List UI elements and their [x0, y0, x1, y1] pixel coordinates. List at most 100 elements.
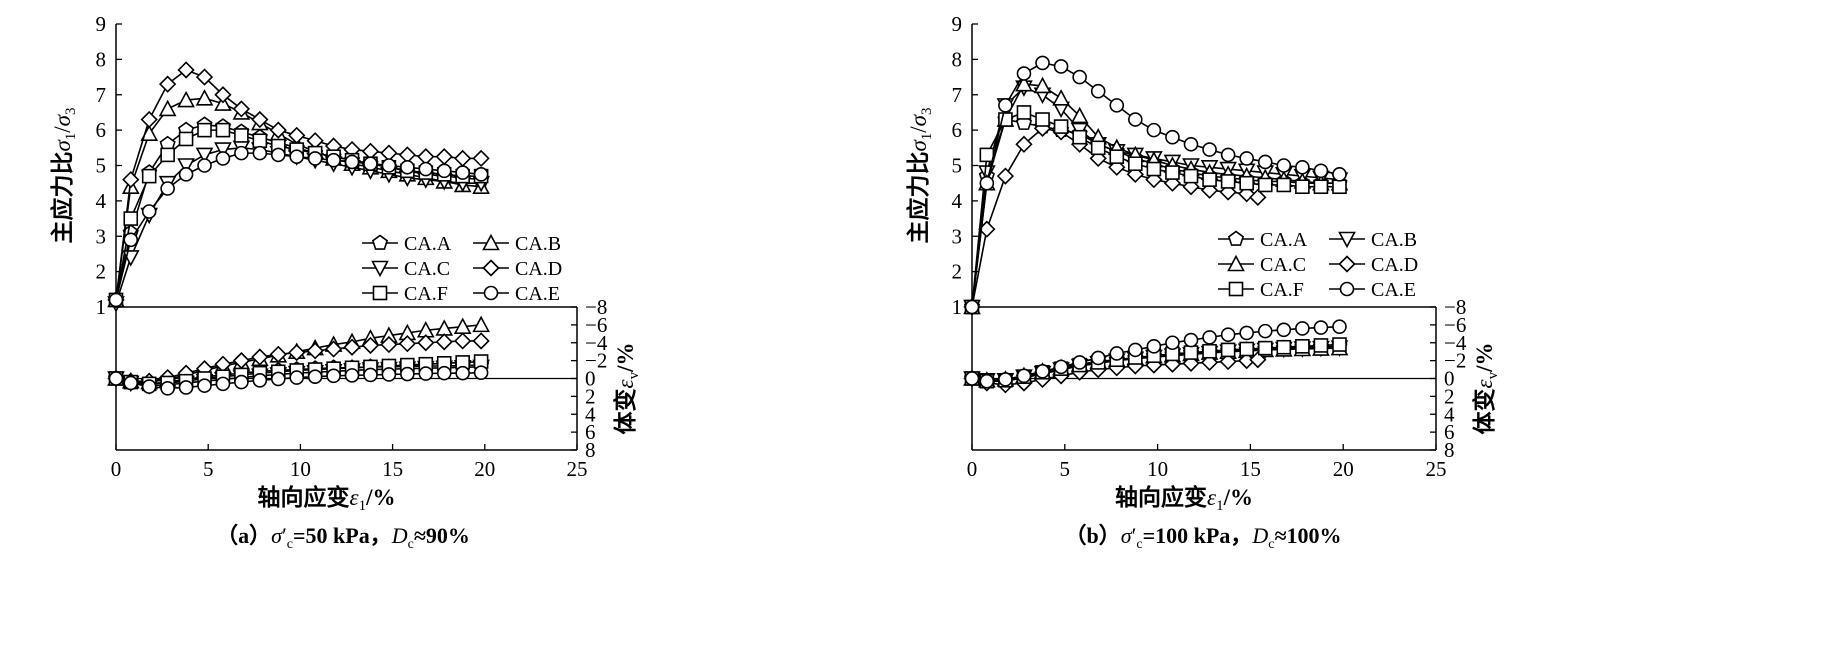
data-point-volume: [1257, 323, 1273, 339]
data-point-volume: [361, 336, 380, 355]
data-point-volume: [1202, 343, 1217, 359]
y-tick-label: 6: [96, 118, 107, 142]
y-tick-label: 7: [96, 83, 107, 107]
data-point-stress: [1332, 179, 1347, 195]
data-point-stress: [344, 154, 360, 170]
text-part: D: [1251, 523, 1268, 548]
text-part: ε: [613, 378, 638, 388]
data-point-volume: [454, 332, 472, 350]
y2-tick-label: −2: [585, 349, 607, 373]
data-point-volume: [1053, 359, 1069, 375]
data-point-volume: [1332, 337, 1347, 352]
data-point-volume: [344, 368, 360, 383]
legend-label: CA.F: [1260, 279, 1304, 301]
data-point-volume: [269, 345, 287, 364]
data-point-stress: [232, 100, 251, 118]
data-point-stress: [1249, 188, 1267, 206]
x-tick-label: 25: [567, 457, 588, 481]
data-point-volume: [1016, 368, 1032, 384]
data-point-stress: [141, 204, 157, 219]
data-point-volume: [178, 380, 194, 395]
data-point-stress: [363, 156, 378, 172]
data-point-stress: [195, 89, 214, 106]
text-part: （b）: [1064, 523, 1120, 548]
y-tick-label: 4: [96, 189, 107, 213]
data-point-stress: [1295, 179, 1310, 195]
data-point-volume: [472, 315, 490, 333]
data-point-volume: [1090, 350, 1106, 366]
text-part: /%: [365, 485, 395, 510]
data-point-stress: [1257, 177, 1273, 193]
data-point-stress: [1202, 142, 1217, 157]
data-point-volume: [1200, 353, 1219, 372]
data-point-stress: [418, 161, 434, 177]
text-part: σ: [50, 113, 75, 126]
y2-tick-label: 0: [585, 367, 596, 391]
data-point-volume: [108, 371, 124, 386]
data-point-stress: [1015, 135, 1033, 153]
data-point-volume: [472, 332, 490, 350]
data-point-volume: [1128, 342, 1143, 358]
text-part: 主应力比: [905, 152, 931, 244]
x-tick-label: 15: [1240, 457, 1261, 481]
data-point-stress: [1053, 59, 1069, 74]
data-point-volume: [252, 372, 268, 388]
data-point-volume: [400, 366, 415, 382]
data-point-stress: [160, 147, 175, 163]
y2-tick-label: −4: [585, 331, 608, 355]
data-point-volume: [417, 334, 435, 352]
data-point-volume: [964, 371, 980, 386]
text-part: ≈90%: [414, 523, 470, 548]
data-point-stress: [1183, 168, 1199, 184]
data-point-volume: [141, 379, 157, 394]
data-point-stress: [158, 99, 177, 117]
text-part: 3: [63, 107, 79, 115]
data-point-stress: [381, 158, 397, 173]
x-tick-label: 15: [382, 457, 403, 481]
x-tick-label: 20: [1333, 457, 1354, 481]
data-point-stress: [1165, 129, 1180, 145]
data-point-stress: [1332, 167, 1347, 182]
data-point-stress: [141, 168, 157, 184]
y-axis-label-bottom: 体变εv/%: [612, 343, 642, 435]
text-part: 1: [1216, 498, 1224, 514]
x-tick-label: 10: [1147, 457, 1168, 481]
data-point-stress: [251, 110, 269, 129]
data-point-stress: [269, 121, 287, 139]
y2-tick-label: 2: [1444, 384, 1455, 408]
text-part: 1: [359, 498, 367, 514]
legend-marker-diamond: [1338, 255, 1356, 273]
legend-label: CA.E: [1371, 279, 1416, 301]
y-tick-label: 7: [952, 83, 963, 107]
data-point-volume: [1332, 319, 1347, 334]
data-point-volume: [979, 373, 995, 389]
y-tick-label: 5: [96, 154, 107, 178]
text-part: /: [50, 126, 75, 133]
legend-marker-triangle-up: [1227, 254, 1245, 272]
data-point-volume: [1295, 339, 1310, 354]
text-part: 体变: [1471, 388, 1497, 434]
y-tick-label: 9: [96, 12, 107, 36]
legend-label: CA.F: [404, 283, 448, 305]
data-point-stress: [1052, 89, 1070, 106]
legend-marker-triangle-down: [1338, 231, 1356, 249]
data-point-volume: [398, 335, 416, 353]
data-point-stress: [435, 148, 453, 166]
y-axis-label-bottom: 体变εv/%: [1471, 343, 1501, 435]
data-point-volume: [1146, 339, 1162, 354]
data-point-stress: [197, 122, 212, 138]
data-point-volume: [215, 376, 231, 392]
legend-label: CA.D: [515, 258, 562, 280]
legend-marker-triangle-up: [482, 233, 500, 251]
data-point-volume: [473, 365, 489, 380]
data-point-volume: [1249, 351, 1267, 369]
text-part: 轴向应变: [1115, 484, 1207, 510]
data-point-stress: [159, 75, 177, 93]
data-point-volume: [1183, 332, 1199, 348]
data-point-volume: [1165, 335, 1180, 351]
data-point-stress: [1035, 55, 1050, 71]
data-point-stress: [1072, 69, 1087, 85]
text-part: 体变: [612, 388, 638, 434]
x-tick-label: 20: [474, 457, 495, 481]
y2-tick-label: 4: [585, 402, 596, 426]
